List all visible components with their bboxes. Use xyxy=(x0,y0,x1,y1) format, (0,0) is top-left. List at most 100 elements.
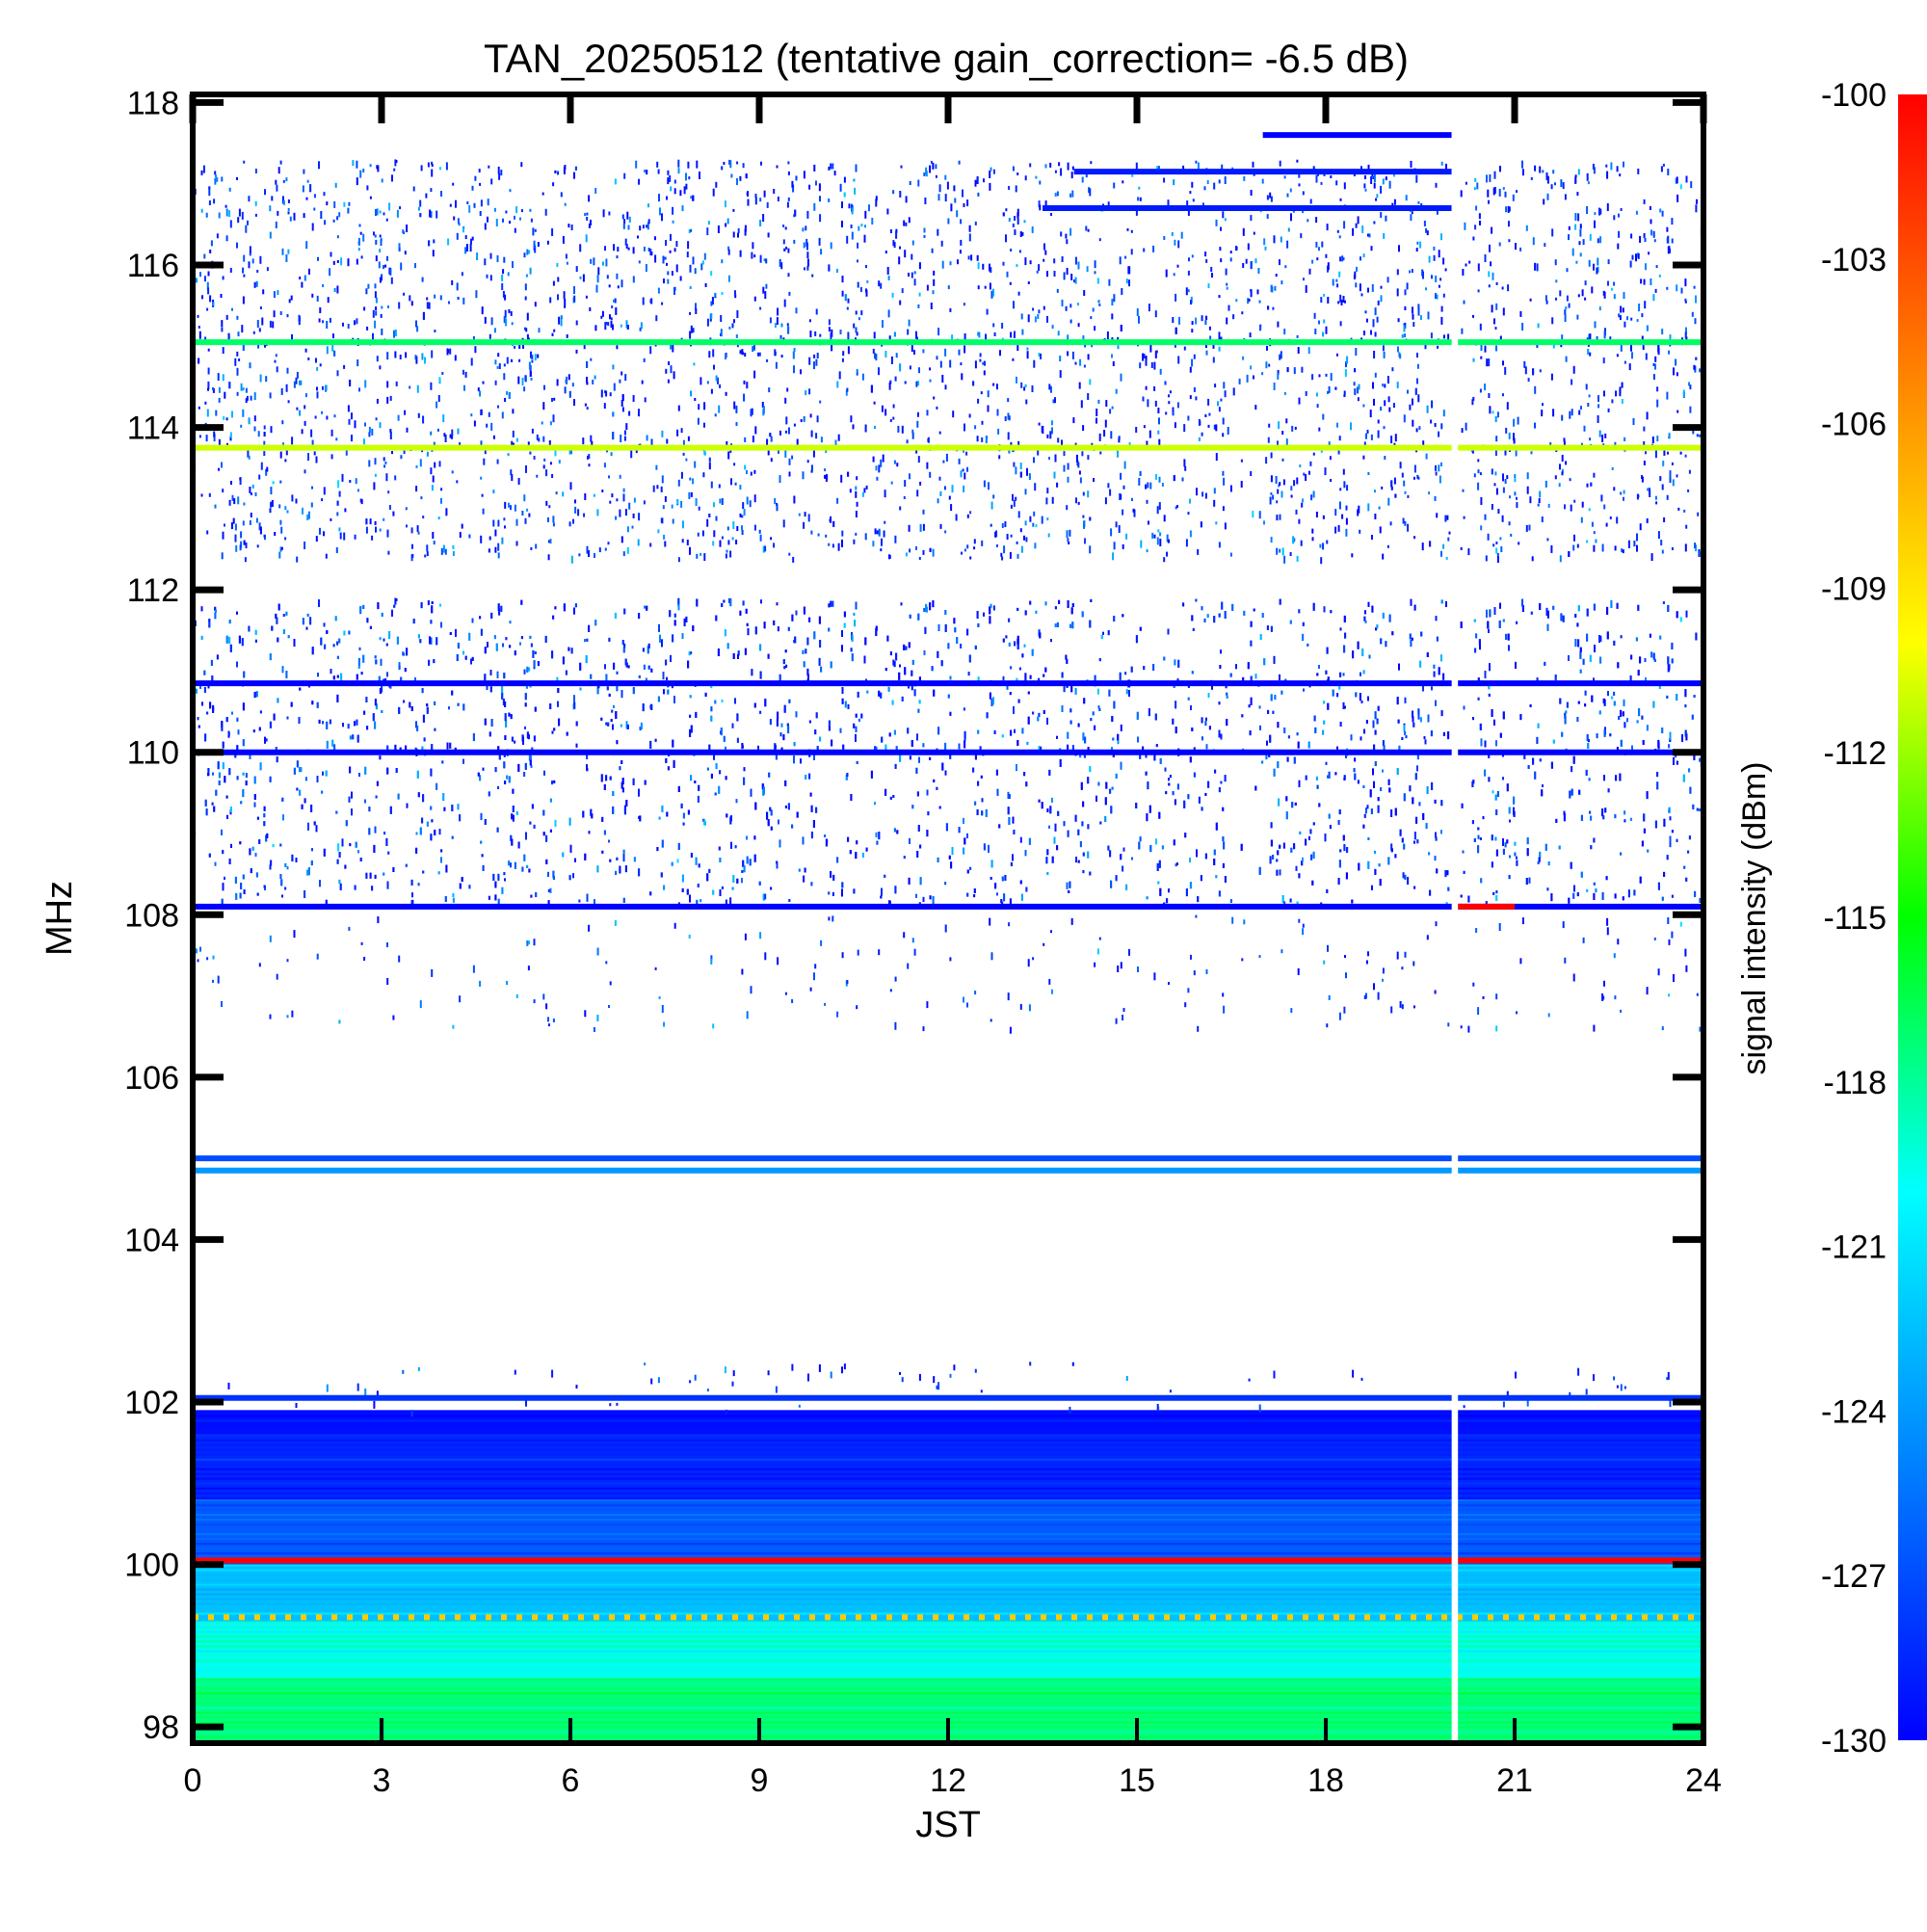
noise-speck xyxy=(1069,529,1071,537)
noise-speck xyxy=(721,166,724,171)
noise-speck xyxy=(1154,400,1157,407)
noise-speck xyxy=(1020,382,1023,388)
noise-speck xyxy=(296,371,299,379)
noise-speck xyxy=(1598,430,1601,437)
noise-speck xyxy=(583,513,586,517)
noise-speck xyxy=(663,534,666,540)
noise-speck xyxy=(249,487,251,493)
noise-speck xyxy=(649,346,652,355)
noise-speck xyxy=(952,410,955,418)
noise-speck xyxy=(1603,390,1605,397)
noise-speck xyxy=(673,371,675,380)
noise-speck xyxy=(507,272,510,277)
noise-speck xyxy=(1380,212,1383,219)
noise-speck xyxy=(1504,366,1507,375)
noise-speck xyxy=(872,541,875,547)
noise-speck xyxy=(1270,284,1273,292)
noise-speck xyxy=(1013,462,1016,467)
noise-speck xyxy=(798,513,801,516)
noise-speck xyxy=(531,428,534,434)
noise-speck xyxy=(584,403,587,407)
noise-speck xyxy=(1286,367,1289,373)
noise-speck xyxy=(1292,536,1295,544)
noise-speck xyxy=(855,327,858,333)
noise-speck xyxy=(1488,284,1491,288)
noise-speck xyxy=(1283,175,1286,179)
noise-speck xyxy=(1093,478,1095,482)
noise-speck xyxy=(723,162,726,165)
noise-speck xyxy=(609,392,612,397)
noise-speck xyxy=(727,275,730,282)
noise-speck xyxy=(1623,496,1624,501)
noise-speck xyxy=(1318,427,1321,432)
noise-speck xyxy=(951,485,954,493)
noise-speck xyxy=(1172,317,1175,323)
noise-speck xyxy=(469,244,472,252)
noise-speck xyxy=(695,303,697,310)
noise-speck xyxy=(1571,409,1573,416)
noise-speck xyxy=(417,412,420,418)
noise-speck xyxy=(946,181,949,190)
noise-speck xyxy=(840,474,843,483)
noise-speck xyxy=(291,437,294,445)
noise-speck xyxy=(229,268,232,273)
noise-speck xyxy=(1650,553,1653,562)
noise-speck xyxy=(1417,394,1420,403)
noise-speck xyxy=(1499,166,1501,172)
noise-speck xyxy=(778,448,779,454)
noise-speck xyxy=(917,304,920,308)
noise-speck xyxy=(1168,401,1171,405)
noise-speck xyxy=(1389,521,1392,526)
noise-speck xyxy=(1550,544,1553,553)
noise-speck xyxy=(597,267,600,276)
noise-speck xyxy=(855,164,858,172)
noise-speck xyxy=(1497,509,1500,515)
noise-speck xyxy=(635,160,638,169)
noise-speck xyxy=(997,428,1000,435)
noise-speck xyxy=(1656,399,1659,408)
noise-speck xyxy=(1684,300,1687,304)
noise-speck xyxy=(1142,396,1145,402)
noise-speck xyxy=(504,501,507,509)
noise-speck xyxy=(432,475,435,483)
noise-speck xyxy=(263,451,266,457)
noise-speck xyxy=(1145,356,1148,360)
noise-speck xyxy=(1226,286,1228,290)
noise-speck xyxy=(1320,297,1323,304)
noise-speck xyxy=(514,215,515,220)
noise-speck xyxy=(724,200,726,208)
noise-speck xyxy=(368,460,371,467)
noise-speck xyxy=(1131,497,1133,501)
noise-speck xyxy=(640,322,643,330)
noise-speck xyxy=(917,381,920,386)
noise-speck xyxy=(1176,402,1179,409)
heatmap-band-stripe xyxy=(193,1448,1703,1451)
noise-speck xyxy=(249,519,251,525)
noise-speck xyxy=(1370,176,1373,184)
noise-speck xyxy=(374,473,377,477)
noise-speck xyxy=(682,439,685,446)
noise-speck xyxy=(1435,471,1438,476)
noise-speck xyxy=(511,474,514,482)
noise-speck xyxy=(1272,494,1275,500)
noise-speck xyxy=(1138,477,1141,486)
noise-speck xyxy=(753,469,756,474)
noise-speck xyxy=(279,546,282,552)
noise-speck xyxy=(688,229,691,233)
noise-speck xyxy=(208,186,211,190)
noise-speck xyxy=(1616,354,1619,357)
noise-speck xyxy=(291,333,293,340)
noise-speck xyxy=(726,549,728,553)
noise-speck xyxy=(541,192,544,196)
noise-speck xyxy=(746,496,749,505)
noise-speck xyxy=(1593,263,1595,271)
noise-speck xyxy=(233,498,236,505)
noise-speck xyxy=(586,360,589,368)
noise-speck xyxy=(281,420,284,425)
noise-speck xyxy=(612,324,614,331)
noise-speck xyxy=(1684,331,1687,339)
noise-speck xyxy=(1509,495,1511,499)
noise-speck xyxy=(1582,239,1585,246)
noise-speck xyxy=(269,205,272,212)
noise-speck xyxy=(1248,299,1251,302)
